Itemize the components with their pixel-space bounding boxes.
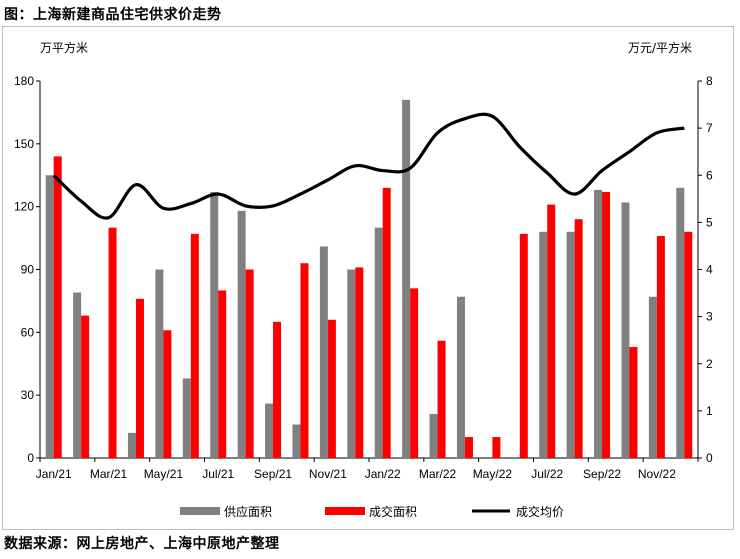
- transaction-area-bar: [519, 233, 528, 458]
- x-tick-label: Mar/22: [419, 467, 457, 481]
- transaction-area-bar: [629, 346, 638, 458]
- transaction-area-bar: [108, 227, 117, 458]
- x-tick-label: Nov/22: [638, 467, 676, 481]
- x-tick-label: Mar/21: [90, 467, 128, 481]
- supply-area-bar: [265, 403, 274, 458]
- transaction-area-bar: [464, 437, 473, 458]
- plot-area: 0 30 60 90 120 150 180 0 1 2 3 4 5 6 7 8 Jan/21 Mar/21 May…: [14, 74, 713, 481]
- x-tick-label: Sep/22: [583, 467, 621, 481]
- supply-area-bar: [374, 227, 383, 458]
- transaction-area-bar: [602, 192, 611, 458]
- transaction-area-bar: [656, 235, 665, 458]
- left-tick-label: 30: [21, 388, 35, 402]
- supply-area-bar: [155, 269, 164, 458]
- x-tick-label: Sep/21: [254, 467, 292, 481]
- x-tick-label: Nov/21: [309, 467, 347, 481]
- left-tick-label: 180: [14, 74, 34, 88]
- legend-supply-swatch: [180, 507, 220, 515]
- supply-area-bar: [402, 99, 411, 458]
- left-tick-label: 0: [27, 451, 34, 465]
- transaction-area-bar: [492, 437, 501, 458]
- right-tick-label: 8: [706, 74, 713, 88]
- transaction-area-bar: [53, 156, 62, 458]
- x-tick-label: May/21: [144, 467, 184, 481]
- transaction-area-bar: [135, 298, 144, 458]
- supply-area-bar: [621, 202, 630, 458]
- transaction-area-bar: [218, 290, 227, 458]
- supply-area-bar: [319, 246, 328, 458]
- supply-area-bar: [210, 192, 219, 458]
- supply-area-bar: [676, 187, 685, 459]
- supply-area-bar: [456, 296, 465, 458]
- transaction-area-bar: [245, 269, 254, 458]
- transaction-area-bar: [327, 319, 336, 458]
- supply-area-bar: [182, 378, 191, 458]
- right-tick-label: 1: [706, 404, 713, 418]
- transaction-area-bar: [355, 267, 364, 458]
- right-tick-label: 2: [706, 357, 713, 371]
- transaction-area-bar: [437, 340, 446, 458]
- chart-title: 图：上海新建商品住宅供求价走势: [4, 7, 222, 23]
- supply-area-bar: [648, 296, 657, 458]
- left-tick-label: 120: [14, 200, 34, 214]
- legend: 供应面积 成交面积 成交均价: [180, 504, 564, 519]
- x-tick-label: Jan/22: [365, 467, 401, 481]
- transaction-area-bar: [163, 330, 172, 458]
- transaction-area-bar: [382, 187, 391, 459]
- transaction-area-bar: [574, 219, 583, 458]
- right-tick-label: 3: [706, 310, 713, 324]
- transaction-area-bar: [190, 233, 199, 458]
- transaction-area-bar: [300, 263, 309, 458]
- supply-area-bar: [73, 292, 82, 458]
- supply-area-bar: [566, 231, 575, 458]
- right-axis-unit: 万元/平方米: [628, 40, 692, 55]
- left-tick-label: 90: [21, 263, 35, 277]
- x-tick-label: Jul/21: [202, 467, 234, 481]
- supply-area-bar: [539, 231, 548, 458]
- chart-frame: [2, 26, 734, 530]
- left-tick-label: 150: [14, 137, 34, 151]
- legend-transaction-swatch: [325, 507, 365, 515]
- x-tick-label: May/22: [473, 467, 513, 481]
- avg-price-line: [52, 112, 685, 220]
- supply-area-bar: [347, 269, 356, 458]
- left-tick-label: 60: [21, 325, 35, 339]
- right-tick-label: 6: [706, 168, 713, 182]
- x-tick-label: Jul/22: [531, 467, 563, 481]
- right-tick-label: 4: [706, 263, 713, 277]
- transaction-area-bar: [684, 231, 693, 458]
- left-axis-unit: 万平方米: [40, 40, 88, 55]
- legend-transaction-label: 成交面积: [369, 504, 417, 519]
- legend-avg-price-label: 成交均价: [516, 504, 564, 519]
- right-tick-label: 5: [706, 215, 713, 229]
- supply-area-bar: [292, 424, 301, 458]
- supply-area-bar: [429, 414, 438, 458]
- legend-supply-label: 供应面积: [224, 504, 272, 519]
- transaction-area-bar: [81, 315, 90, 458]
- supply-area-bar: [127, 432, 136, 458]
- supply-area-bar: [594, 189, 603, 458]
- right-tick-label: 0: [706, 451, 713, 465]
- supply-area-bar: [237, 210, 246, 458]
- data-source: 数据来源：网上房地产、上海中原地产整理: [4, 536, 280, 552]
- transaction-area-bar: [410, 288, 419, 458]
- right-tick-label: 7: [706, 121, 713, 135]
- transaction-area-bar: [547, 204, 556, 458]
- transaction-area-bar: [273, 321, 282, 458]
- supply-area-bar: [45, 175, 54, 458]
- x-tick-label: Jan/21: [36, 467, 72, 481]
